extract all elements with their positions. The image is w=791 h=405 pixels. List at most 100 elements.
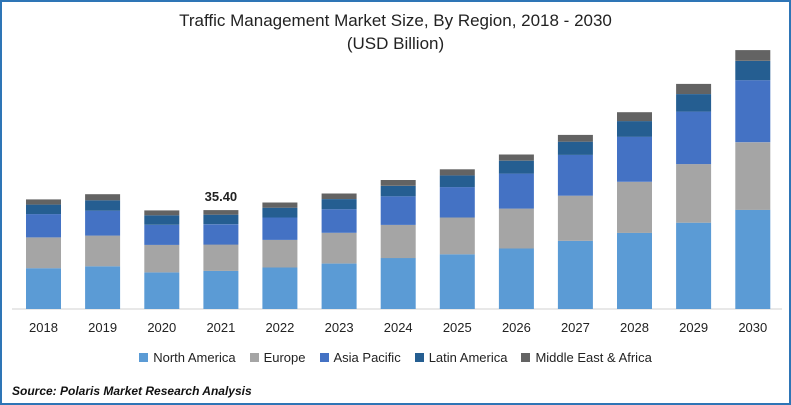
- bar-segment: [557, 154, 593, 196]
- bar-segment: [557, 141, 593, 155]
- legend-item-asia-pacific: Asia Pacific: [319, 350, 401, 365]
- x-tick-label: 2029: [679, 320, 708, 335]
- bar-segment: [380, 224, 416, 259]
- bar-segment: [676, 222, 712, 309]
- x-tick-label: 2028: [620, 320, 649, 335]
- bar-segment: [617, 181, 652, 233]
- bar-segment: [144, 244, 180, 273]
- bar-segment: [144, 224, 180, 245]
- bar-segment: [439, 169, 475, 176]
- bar-segment: [380, 196, 416, 225]
- bar-segment: [498, 160, 534, 174]
- bar-segment: [735, 50, 771, 61]
- x-tick-label: 2024: [384, 320, 413, 335]
- legend-label: North America: [153, 350, 236, 365]
- legend-swatch: [319, 353, 329, 362]
- bar-segment: [676, 111, 712, 165]
- bar-segment: [85, 210, 121, 236]
- legend-item-latin-america: Latin America: [414, 350, 508, 365]
- bar-segment: [85, 266, 121, 309]
- bar-segment: [321, 232, 357, 264]
- legend-item-north-america: North America: [139, 350, 236, 365]
- chart-subtitle: (USD Billion): [346, 34, 445, 53]
- x-tick-label: 2023: [325, 320, 354, 335]
- bar-segment: [26, 204, 61, 215]
- legend-swatch: [414, 353, 424, 362]
- bar-segment: [617, 112, 652, 122]
- bar-segment: [85, 235, 121, 267]
- bar-segment: [144, 210, 180, 216]
- bar-segment: [203, 244, 239, 271]
- bar-segment: [557, 195, 593, 241]
- x-tick-label: 2027: [561, 320, 590, 335]
- bar-segment: [262, 217, 298, 240]
- bar-segment: [321, 209, 357, 233]
- legend-label: Latin America: [428, 350, 508, 365]
- data-label: 35.40: [205, 189, 238, 204]
- x-tick-label: 2018: [29, 320, 58, 335]
- bar-segment: [203, 214, 239, 225]
- bar-segment: [26, 199, 61, 205]
- bar-segment: [380, 180, 416, 186]
- bar-segment: [26, 214, 61, 238]
- x-tick-label: 2019: [88, 320, 117, 335]
- bar-segment: [203, 210, 239, 215]
- bar-segment: [321, 193, 357, 199]
- bar-segment: [498, 208, 534, 249]
- bar-segment: [617, 232, 652, 309]
- bar-segment: [439, 187, 475, 218]
- bar-segment: [557, 240, 593, 309]
- bar-segment: [676, 83, 712, 94]
- x-tick-label: 2022: [265, 320, 294, 335]
- x-tick-label: 2021: [206, 320, 235, 335]
- bar-segment: [321, 263, 357, 309]
- bar-segment: [144, 215, 180, 225]
- bar-segment: [439, 217, 475, 255]
- bar-segment: [498, 154, 534, 161]
- bar-segment: [262, 239, 298, 268]
- bar-segment: [26, 268, 61, 309]
- legend-label: Middle East & Africa: [535, 350, 652, 365]
- bar-segment: [676, 164, 712, 223]
- legend-label: Europe: [263, 350, 306, 365]
- bar-segment: [262, 267, 298, 309]
- x-tick-label: 2026: [502, 320, 531, 335]
- bar-segment: [676, 94, 712, 112]
- bar-segment: [498, 173, 534, 209]
- legend-swatch: [521, 353, 531, 362]
- bar-segment: [735, 209, 771, 309]
- bar-segment: [498, 248, 534, 309]
- bar-segment: [262, 207, 298, 218]
- x-tick-label: 2030: [738, 320, 767, 335]
- bar-segment: [144, 272, 180, 309]
- bar-segment: [617, 136, 652, 182]
- source-note: Source: Polaris Market Research Analysis: [12, 384, 252, 398]
- bar-segment: [439, 175, 475, 188]
- bar-segment: [85, 194, 121, 201]
- x-tick-label: 2020: [147, 320, 176, 335]
- bar-segment: [557, 134, 593, 142]
- bar-segment: [203, 270, 239, 309]
- bar-segment: [26, 237, 61, 269]
- chart-title: Traffic Management Market Size, By Regio…: [179, 11, 612, 30]
- x-tick-label: 2025: [443, 320, 472, 335]
- legend-label: Asia Pacific: [333, 350, 401, 365]
- legend-item-middle-east-africa: Middle East & Africa: [521, 350, 652, 365]
- legend: North America Europe Asia Pacific Latin …: [2, 350, 789, 365]
- bar-segment: [380, 185, 416, 197]
- bar-segment: [262, 202, 298, 208]
- bar-segment: [439, 254, 475, 309]
- bar-segment: [85, 200, 121, 211]
- legend-item-europe: Europe: [249, 350, 306, 365]
- legend-swatch: [139, 353, 149, 362]
- bar-segment: [203, 224, 239, 245]
- bar-segment: [735, 80, 771, 143]
- bar-segment: [617, 121, 652, 137]
- bar-segment: [735, 60, 771, 81]
- bar-segment: [735, 142, 771, 210]
- bar-segment: [321, 199, 357, 210]
- legend-swatch: [249, 353, 259, 362]
- bar-segment: [380, 258, 416, 309]
